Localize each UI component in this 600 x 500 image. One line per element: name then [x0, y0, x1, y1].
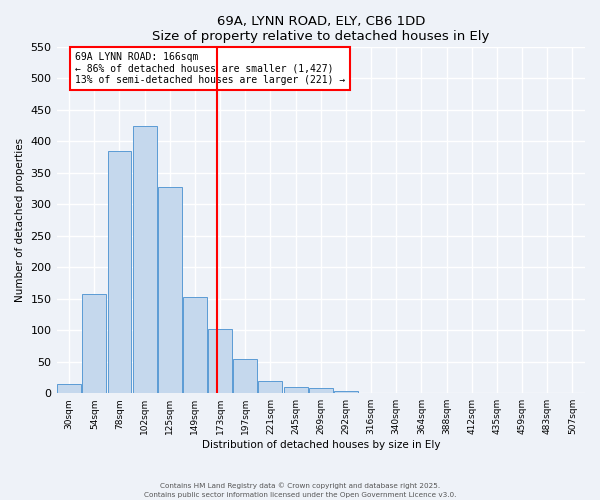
Bar: [233, 358, 257, 393]
Bar: [133, 126, 157, 393]
Bar: [259, 380, 283, 393]
Bar: [359, 392, 383, 393]
Bar: [107, 151, 131, 393]
Text: 69A LYNN ROAD: 166sqm
← 86% of detached houses are smaller (1,427)
13% of semi-d: 69A LYNN ROAD: 166sqm ← 86% of detached …: [75, 52, 345, 86]
Y-axis label: Number of detached properties: Number of detached properties: [15, 138, 25, 302]
Bar: [334, 392, 358, 393]
Bar: [183, 297, 207, 393]
Bar: [208, 329, 232, 393]
Bar: [284, 387, 308, 393]
Bar: [57, 384, 81, 393]
Bar: [385, 392, 408, 393]
Bar: [309, 388, 333, 393]
Title: 69A, LYNN ROAD, ELY, CB6 1DD
Size of property relative to detached houses in Ely: 69A, LYNN ROAD, ELY, CB6 1DD Size of pro…: [152, 15, 490, 43]
Bar: [82, 294, 106, 393]
Text: Contains HM Land Registry data © Crown copyright and database right 2025.
Contai: Contains HM Land Registry data © Crown c…: [144, 482, 456, 498]
X-axis label: Distribution of detached houses by size in Ely: Distribution of detached houses by size …: [202, 440, 440, 450]
Bar: [158, 186, 182, 393]
